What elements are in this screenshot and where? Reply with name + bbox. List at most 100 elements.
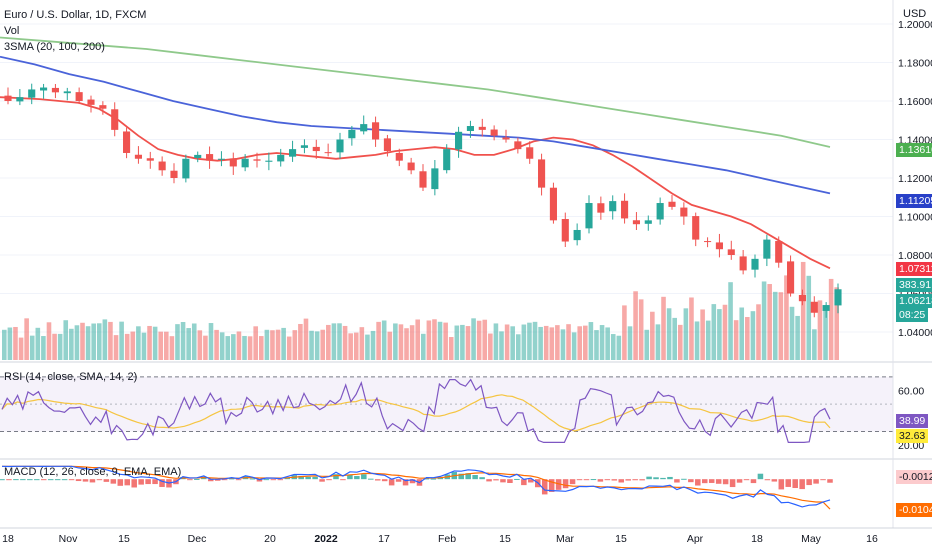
macd-histogram-bar xyxy=(625,479,631,480)
volume-bar xyxy=(186,328,191,360)
candle-body xyxy=(479,127,486,130)
volume-bar xyxy=(622,305,627,360)
volume-bar xyxy=(298,324,303,360)
macd-histogram-bar xyxy=(90,479,96,482)
macd-histogram-bar xyxy=(827,479,833,483)
volume-bar xyxy=(510,326,515,360)
macd-histogram-bar xyxy=(632,479,638,480)
candle-body xyxy=(372,122,379,139)
candle-body xyxy=(123,131,130,153)
macd-histogram-bar xyxy=(187,479,193,480)
candle-body xyxy=(336,140,343,153)
volume-bar xyxy=(533,322,538,360)
volume-legend: Vol xyxy=(4,25,19,38)
candle-body xyxy=(692,216,699,240)
volume-bar xyxy=(181,322,186,360)
volume-bar xyxy=(795,316,800,360)
time-axis-label-0: 18 xyxy=(2,533,14,545)
volume-bar xyxy=(438,322,443,360)
volume-bar xyxy=(287,337,292,360)
volume-bar xyxy=(410,325,415,360)
volume-bar xyxy=(762,281,767,360)
volume-bar xyxy=(304,319,309,360)
macd-histogram-bar xyxy=(340,479,346,480)
volume-bar xyxy=(818,300,823,360)
candle-body xyxy=(657,203,664,219)
symbol-title: Euro / U.S. Dollar, 1D, FXCM xyxy=(4,9,146,22)
volume-bar xyxy=(108,322,113,360)
macd-histogram-bar xyxy=(514,479,520,480)
volume-bar xyxy=(147,326,152,360)
volume-bar xyxy=(231,334,236,360)
volume-bar xyxy=(387,332,392,360)
candle-body xyxy=(502,137,509,139)
macd-histogram-bar xyxy=(312,477,318,479)
macd-histogram-bar xyxy=(591,479,597,480)
volume-bar xyxy=(164,332,169,360)
macd-histogram-bar xyxy=(792,479,798,488)
time-axis-label-4: 20 xyxy=(264,533,276,545)
volume-bar xyxy=(812,329,817,360)
candle-body xyxy=(16,97,23,101)
volume-bar xyxy=(460,325,465,360)
volume-bar xyxy=(225,336,230,360)
volume-bar xyxy=(466,326,471,360)
candle-body xyxy=(242,159,249,168)
macd-histogram-bar xyxy=(6,479,12,480)
volume-bar xyxy=(343,326,348,360)
macd-histogram-bar xyxy=(813,479,819,483)
macd-histogram-bar xyxy=(716,479,722,484)
macd-histogram-bar xyxy=(479,477,485,479)
candle-body xyxy=(408,163,415,171)
macd-histogram-bar xyxy=(389,479,395,485)
volume-bar xyxy=(443,323,448,360)
volume-bar xyxy=(119,322,124,360)
time-axis-label-3: Dec xyxy=(188,533,207,545)
macd-histogram-bar xyxy=(667,477,673,479)
time-axis-label-12: 18 xyxy=(751,533,763,545)
time-axis-label-9: Mar xyxy=(556,533,575,545)
macd-histogram-bar xyxy=(62,479,68,480)
volume-bar xyxy=(130,332,135,360)
volume-bar xyxy=(549,327,554,360)
candle-body xyxy=(443,149,450,170)
candle-body xyxy=(597,203,604,212)
volume-bar xyxy=(672,318,677,360)
volume-bar xyxy=(293,330,298,360)
price-axis-tick-1: 1.18000 xyxy=(898,58,932,70)
volume-bar xyxy=(376,322,381,360)
macd-histogram-bar xyxy=(41,479,47,480)
macd-histogram-bar xyxy=(0,479,5,480)
volume-bar xyxy=(309,331,314,360)
macd-histogram-bar xyxy=(584,479,590,480)
macd-histogram-bar xyxy=(598,479,604,481)
price-axis-tick-6: 1.08000 xyxy=(898,250,932,262)
macd-histogram-bar xyxy=(612,479,618,480)
macd-histogram-bar xyxy=(605,479,611,480)
candle-body xyxy=(704,241,711,242)
candle-body xyxy=(277,155,284,162)
volume-bar xyxy=(767,284,772,360)
volume-bar xyxy=(421,334,426,360)
volume-bar xyxy=(125,334,130,360)
macd-histogram-bar xyxy=(396,479,402,482)
candle-body xyxy=(396,153,403,161)
price-axis-tick-5: 1.10000 xyxy=(898,212,932,224)
candle-body xyxy=(751,259,758,270)
volume-bar xyxy=(544,326,549,360)
volume-bar xyxy=(689,297,694,360)
candle-body xyxy=(609,201,616,211)
macd-histogram-bar xyxy=(382,479,388,481)
macd-histogram-bar xyxy=(194,479,200,480)
candle-body xyxy=(775,241,782,263)
currency-label: USD xyxy=(903,8,926,21)
macd-histogram-bar xyxy=(138,479,144,484)
volume-bar xyxy=(667,308,672,360)
candle-body xyxy=(348,130,355,138)
bar-countdown-tag: 08:25 xyxy=(896,308,928,322)
volume-bar xyxy=(801,262,806,360)
macd-histogram-bar xyxy=(709,479,715,483)
volume-bar xyxy=(19,338,24,360)
sma20-price-tag: 1.07311 xyxy=(896,262,932,276)
candle-body xyxy=(99,105,106,109)
